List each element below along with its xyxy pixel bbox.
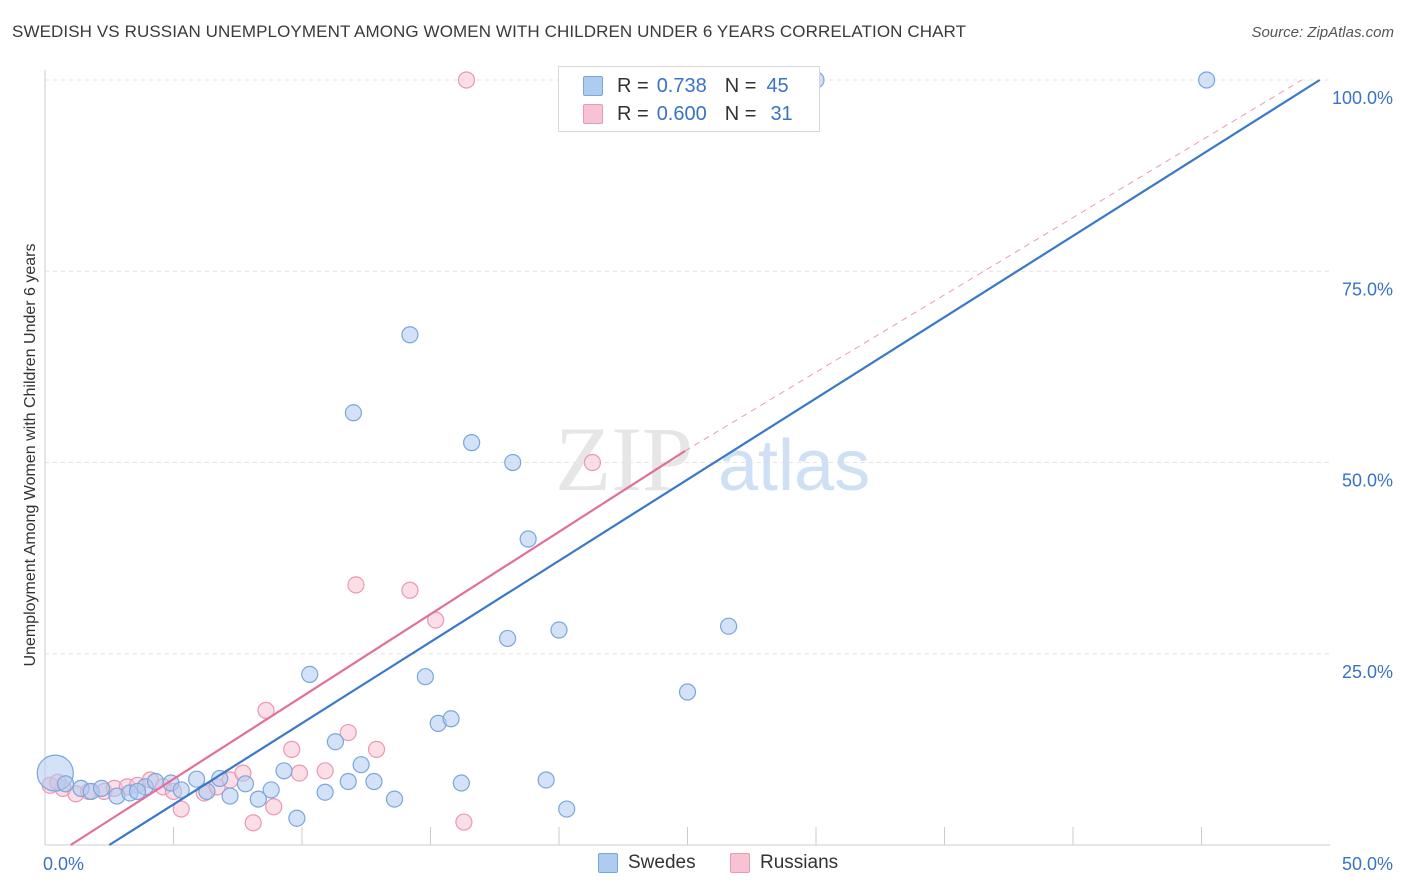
swedes-point (452, 774, 470, 792)
legend-swedes-label: Swedes (628, 852, 696, 873)
swedes-point (56, 775, 75, 793)
russians-point (244, 814, 262, 832)
stats-legend: R = 0.738 N = 45 R = 0.600 N = 31 (558, 66, 820, 132)
swedes-point (275, 762, 293, 780)
swedes-point (301, 665, 319, 684)
russians-point (316, 762, 334, 780)
legend-russians-swatch (730, 853, 750, 873)
swedes-point (550, 621, 568, 639)
swedes-point (442, 710, 460, 728)
russians-r-label: R = (617, 102, 649, 125)
russians-trend-line (70, 450, 686, 846)
russians-r-value: 0.600 (656, 102, 707, 125)
swedes-point (558, 800, 576, 818)
russians-point (283, 740, 301, 758)
watermark-atlas: atlas (718, 426, 870, 506)
russians-point (265, 798, 283, 816)
swedes-point (519, 530, 537, 548)
swedes-point (401, 326, 419, 344)
russians-point (455, 813, 473, 831)
swedes-point (236, 775, 255, 793)
swedes-point (221, 787, 239, 805)
y-tick-label: 25.0% (1342, 662, 1393, 682)
russians-point (339, 723, 357, 742)
russians-point (583, 453, 602, 472)
swedes-point (262, 781, 280, 799)
chart-title: SWEDISH VS RUSSIAN UNEMPLOYMENT AMONG WO… (12, 22, 967, 41)
legend-item-russians: Russians (730, 852, 838, 874)
russians-n-value: 31 (770, 102, 793, 125)
swedes-point (249, 790, 267, 808)
swedes-point (92, 779, 111, 797)
swedes-swatch (583, 76, 603, 96)
grid-lines (45, 79, 1330, 655)
trend-lines (70, 79, 1321, 846)
swedes-point (128, 782, 147, 801)
swedes-n-label: N = (724, 74, 757, 97)
swedes-point (172, 781, 190, 799)
swedes-point (1198, 71, 1216, 89)
legend-swedes-swatch (598, 853, 618, 873)
swedes-point (463, 434, 481, 452)
swedes-n-value: 45 (766, 74, 789, 97)
y-tick-label: 50.0% (1342, 471, 1393, 491)
watermark-zip: ZIP (555, 408, 693, 510)
swedes-point (352, 756, 370, 774)
russians-trend-extension (684, 79, 1302, 452)
swedes-point (416, 668, 434, 686)
axes (44, 70, 1330, 846)
swedes-point (188, 770, 206, 788)
russians-point (257, 701, 275, 719)
swedes-point (365, 772, 383, 791)
swedes-point (211, 769, 229, 788)
swedes-point (344, 404, 362, 422)
russians-point (172, 800, 190, 818)
x-tick-label-left: 0.0% (43, 854, 84, 874)
russians-n-label: N = (724, 102, 757, 125)
swedes-point (326, 733, 345, 751)
swedes-point (339, 772, 357, 791)
x-tick-label-right: 50.0% (1342, 854, 1393, 874)
y-tick-label: 100.0% (1332, 88, 1393, 108)
swedes-r-label: R = (617, 74, 649, 97)
swedes-point (499, 629, 517, 648)
russians-point (290, 764, 309, 782)
swedes-point (316, 783, 334, 801)
swedes-point (385, 790, 404, 808)
russians-point (367, 740, 386, 758)
swedes-point (288, 809, 306, 827)
russians-point (457, 71, 476, 89)
legend-item-swedes: Swedes (598, 852, 696, 874)
y-axis-title: Unemployment Among Women with Children U… (22, 243, 39, 666)
russians-point (401, 581, 419, 599)
russians-points (41, 71, 602, 832)
swedes-r-value: 0.738 (656, 74, 707, 97)
swedes-trend-line (108, 79, 1321, 846)
swedes-point (504, 453, 522, 472)
stats-row-russians: R = 0.600 N = 31 (583, 101, 793, 127)
swedes-point (678, 683, 697, 701)
russians-swatch (583, 104, 603, 124)
y-tick-label: 75.0% (1342, 279, 1393, 299)
source-credit: Source: ZipAtlas.com (1251, 24, 1394, 41)
swedes-point (537, 771, 555, 789)
stats-row-swedes: R = 0.738 N = 45 (583, 73, 789, 99)
russians-point (347, 576, 365, 594)
axis-labels: 25.0% 50.0% 75.0% 100.0% 0.0% 50.0% Unemployme… (22, 88, 1393, 874)
legend-russians-label: Russians (760, 852, 839, 873)
swedes-points (36, 71, 1216, 827)
swedes-point (720, 617, 738, 635)
watermark: ZIP atlas (555, 408, 870, 510)
